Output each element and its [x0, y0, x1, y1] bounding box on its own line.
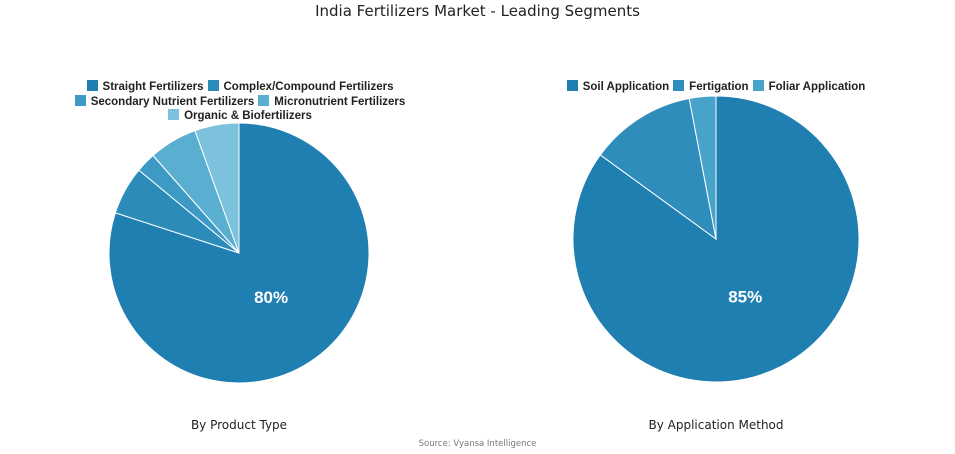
legend-label: Complex/Compound Fertilizers [223, 81, 394, 93]
product-type-caption: By Product Type [190, 418, 288, 432]
legend-label: Fertigation [689, 81, 749, 93]
legend-label: Foliar Application [768, 81, 866, 93]
legend-item: Fertigation [673, 80, 749, 95]
legend-swatch [258, 94, 270, 106]
slice-percent-label: 80% [254, 288, 288, 307]
legend-item: Straight Fertilizers [86, 80, 204, 95]
legend-swatch [752, 80, 764, 91]
legend-swatch [673, 80, 685, 91]
legend-item: Organic & Biofertilizers [168, 109, 312, 124]
legend-swatch [74, 94, 86, 106]
legend-swatch [168, 109, 180, 120]
product-type-pie-chart: 80% [108, 122, 370, 384]
application-method-caption: By Application Method [648, 418, 784, 432]
application-method-legend: Soil Application Fertigation Foliar Applic… [540, 80, 892, 95]
legend-swatch [566, 80, 578, 91]
legend-swatch [207, 80, 219, 91]
pie-slice [194, 122, 240, 254]
application-method-pie-chart: 85% [572, 95, 860, 383]
legend-item: Foliar Application [752, 80, 866, 95]
source-note: Source: Vyansa Intelligence [418, 439, 537, 449]
legend-item: Micronutrient Fertilizers [258, 94, 406, 110]
slice-percent-label: 85% [728, 287, 762, 306]
legend-label: Secondary Nutrient Fertilizers [90, 95, 255, 108]
legend-label: Straight Fertilizers [102, 81, 204, 93]
product-type-legend: Straight Fertilizers Complex/Compound Fer… [60, 80, 420, 124]
legend-swatch [86, 80, 98, 91]
legend-label: Micronutrient Fertilizers [274, 95, 406, 108]
pie-slice [599, 97, 717, 241]
legend-label: Soil Application [582, 81, 670, 93]
legend-item: Secondary Nutrient Fertilizers [74, 94, 255, 110]
legend-label: Organic & Biofertilizers [184, 110, 312, 122]
legend-item: Soil Application [566, 80, 670, 95]
pie-slice [688, 95, 717, 240]
chart-title: India Fertilizers Market - Leading Segme… [315, 2, 640, 20]
legend-item: Complex/Compound Fertilizers [207, 80, 394, 95]
